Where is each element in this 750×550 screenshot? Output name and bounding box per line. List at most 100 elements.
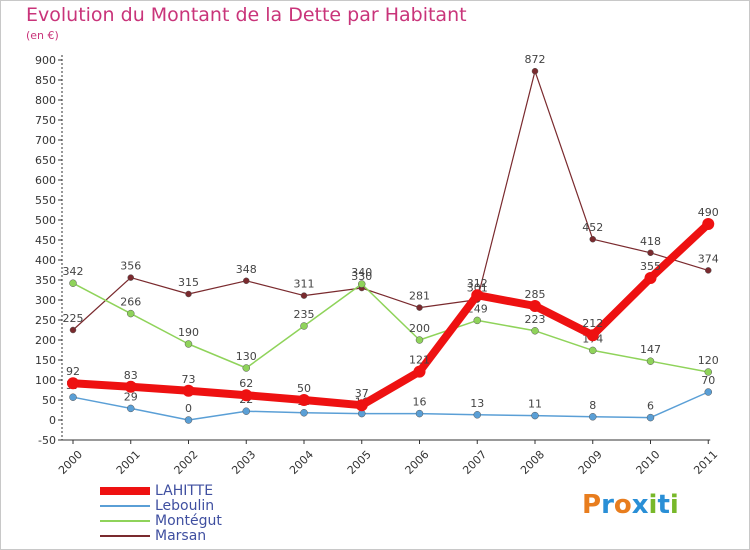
data-label-lahitte: 490: [698, 206, 719, 219]
legend-item: Marsan: [100, 528, 300, 544]
y-tick-label: 300: [35, 294, 56, 307]
y-tick-label: 450: [35, 234, 56, 247]
data-label-lahitte: 212: [582, 317, 603, 330]
data-label-leboulin: 11: [528, 398, 542, 411]
data-label-montgut: 200: [409, 322, 430, 335]
series-line-montgut: [72, 282, 709, 373]
data-label-marsan: 418: [640, 235, 661, 248]
data-point-marsan: [185, 290, 192, 298]
data-point-lahitte: [355, 399, 368, 412]
data-point-montgut: [589, 346, 597, 355]
chart-subtitle: (en €): [26, 29, 59, 42]
data-label-lahitte: 73: [182, 373, 196, 386]
data-point-lahitte: [702, 218, 715, 230]
y-tick-label: 900: [35, 54, 56, 67]
legend-item: Montégut: [100, 513, 300, 529]
data-point-lahitte: [298, 394, 310, 406]
data-label-montgut: 340: [351, 266, 372, 279]
legend-swatch: [100, 505, 150, 507]
data-point-lahitte: [67, 377, 79, 390]
y-tick-label: 650: [35, 154, 56, 167]
data-point-marsan: [416, 304, 423, 311]
data-label-lahitte: 83: [124, 369, 138, 382]
data-point-montgut: [300, 322, 308, 330]
logo-letter: i: [648, 490, 658, 520]
y-tick-label: 550: [35, 194, 56, 207]
data-point-leboulin: [704, 388, 712, 396]
x-tick-label: 2004: [287, 448, 316, 477]
data-point-montgut: [473, 316, 481, 325]
chart-legend: LAHITTE Leboulin Montégut Marsan: [100, 483, 300, 544]
data-label-marsan: 225: [63, 312, 84, 325]
data-label-montgut: 342: [63, 265, 84, 278]
data-label-montgut: 223: [525, 313, 546, 326]
x-tick-label: 2000: [56, 448, 85, 477]
data-point-montgut: [358, 280, 366, 288]
data-point-lahitte: [644, 272, 657, 284]
data-point-leboulin: [646, 413, 655, 422]
x-tick-label: 2002: [172, 448, 201, 477]
legend-label: Montégut: [155, 513, 222, 529]
y-tick-label: -50: [38, 434, 56, 447]
data-label-marsan: 374: [698, 252, 719, 265]
data-label-leboulin: 16: [413, 396, 427, 409]
legend-swatch: [100, 535, 150, 537]
data-label-leboulin: 70: [701, 374, 715, 387]
data-label-leboulin: 8: [589, 399, 596, 412]
data-label-lahitte: 62: [239, 377, 253, 390]
data-label-lahitte: 312: [467, 277, 488, 290]
data-point-montgut: [704, 368, 712, 376]
data-point-marsan: [647, 249, 654, 257]
data-point-marsan: [300, 292, 308, 299]
data-label-lahitte: 50: [297, 382, 311, 395]
logo-letter: o: [613, 490, 632, 520]
data-point-lahitte: [471, 289, 484, 302]
data-point-leboulin: [531, 411, 539, 420]
logo-letter: x: [631, 490, 649, 520]
x-tick-label: 2007: [460, 448, 489, 477]
x-tick-label: 2003: [229, 448, 258, 477]
y-tick-label: 350: [35, 274, 56, 287]
legend-item: LAHITTE: [100, 483, 300, 499]
y-tick-label: 50: [42, 394, 56, 407]
data-point-montgut: [646, 357, 655, 365]
data-point-leboulin: [589, 413, 597, 421]
series-line-marsan: [72, 70, 709, 331]
data-point-montgut: [69, 279, 77, 287]
data-label-marsan: 330: [351, 270, 372, 283]
y-tick-label: 0: [49, 414, 56, 427]
data-point-montgut: [184, 340, 193, 348]
data-point-leboulin: [242, 407, 250, 415]
data-label-leboulin: 0: [185, 402, 192, 415]
y-tick-label: 200: [35, 334, 56, 347]
data-point-lahitte: [124, 380, 137, 393]
data-point-lahitte: [240, 389, 253, 402]
data-label-marsan: 281: [409, 290, 430, 303]
data-point-leboulin: [473, 411, 481, 419]
logo-letter: t: [657, 490, 670, 520]
data-label-montgut: 130: [236, 350, 257, 363]
data-point-marsan: [127, 274, 134, 281]
y-tick-label: 150: [35, 354, 56, 367]
y-tick-label: 700: [35, 134, 56, 147]
x-tick-label: 2011: [691, 448, 720, 477]
data-label-montgut: 147: [640, 343, 661, 356]
data-point-montgut: [531, 327, 539, 335]
x-tick-label: 2001: [114, 448, 143, 477]
x-tick-label: 2009: [576, 448, 605, 477]
data-label-marsan: 348: [236, 263, 257, 276]
data-point-lahitte: [529, 300, 541, 312]
data-point-marsan: [705, 267, 712, 274]
y-tick-label: 600: [35, 174, 56, 187]
data-label-leboulin: 29: [124, 390, 138, 403]
data-label-lahitte: 355: [640, 260, 661, 273]
data-point-marsan: [589, 235, 596, 243]
data-label-lahitte: 121: [409, 354, 430, 367]
y-tick-label: 850: [35, 74, 56, 87]
logo-letter: P: [582, 490, 602, 520]
y-tick-label: 500: [35, 214, 56, 227]
data-label-montgut: 190: [178, 326, 199, 339]
y-tick-label: 750: [35, 114, 56, 127]
